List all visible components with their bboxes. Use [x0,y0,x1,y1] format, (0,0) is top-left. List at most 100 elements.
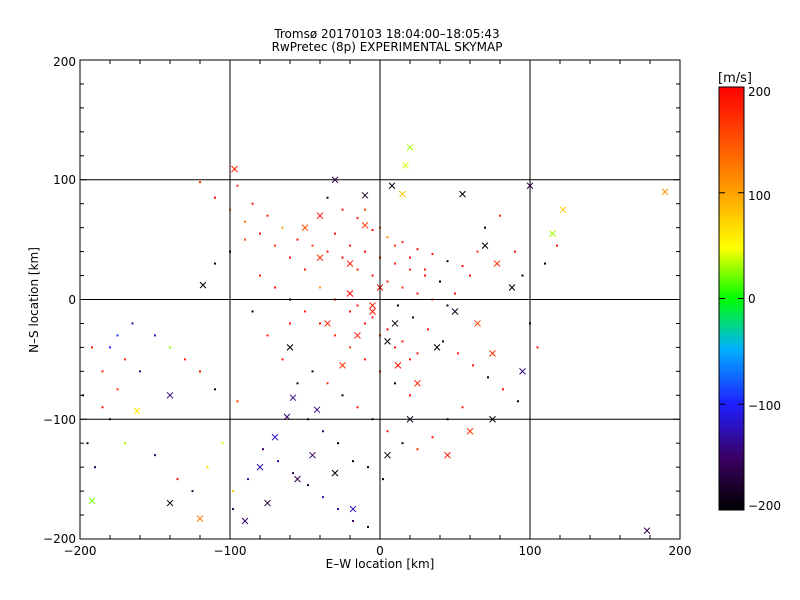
echo-marker-dot [517,400,519,403]
echo-marker-dot [109,346,111,349]
axis-ticks [79,59,681,540]
echo-marker-dot [431,252,434,255]
echo-marker-dot [191,490,194,493]
echo-marker-dot [322,430,324,433]
echo-marker-dot [232,508,234,511]
echo-marker-dot [251,202,254,205]
echo-marker-dot [337,442,339,445]
echo-marker-x [313,406,321,414]
echo-marker-dot [292,472,294,475]
echo-marker-x [391,320,399,327]
echo-marker-dot [334,232,336,235]
echo-marker-x [349,505,357,513]
echo-marker-x [241,517,249,525]
echo-marker-dot [326,382,329,385]
echo-marker-x [166,391,174,399]
echo-marker-dot [446,260,449,263]
echo-marker-x [264,499,271,507]
echo-marker-x [481,242,489,249]
echo-marker-dot [337,508,339,511]
echo-marker-dot [409,394,411,397]
echo-marker-dot [472,364,474,367]
echo-marker-dot [221,442,224,445]
echo-marker-dot [322,496,324,499]
echo-marker-x [394,362,402,369]
echo-marker-dot [409,256,411,259]
echo-marker-dot [124,442,126,445]
echo-marker-dot [91,346,93,349]
echo-marker-dot [154,334,156,337]
colorbar-unit-label: [m/s] [718,71,752,86]
echo-marker-dot [409,268,411,271]
echo-marker-dot [499,214,501,217]
echo-marker-x [271,433,279,441]
echo-marker-dot [536,346,539,349]
echo-marker-dot [236,400,239,403]
echo-marker-x [199,281,207,289]
echo-marker-dot [364,250,366,253]
x-tick-label: −100 [214,544,247,558]
echo-marker-dot [439,280,441,283]
echo-marker-dot [356,217,359,220]
echo-marker-dot [431,436,434,439]
echo-marker-dot [394,382,396,385]
echo-marker-x [354,332,361,339]
echo-marker-dot [101,406,104,409]
echo-marker-dot [394,346,396,349]
echo-marker-x [399,190,406,198]
y-tick-label: −100 [43,413,76,427]
title-line-2: RwPretec (8p) EXPERIMENTAL SKYMAP [272,40,503,54]
echo-marker-dot [311,244,314,247]
echo-marker-dot [502,388,504,391]
echo-marker-dot [386,280,389,283]
echo-marker-dot [311,370,314,373]
echo-marker-x [316,254,324,261]
echo-marker-dot [251,310,254,313]
colorbar-tick-label: −100 [748,399,781,413]
echo-marker-dot [416,292,419,295]
echo-marker-dot [409,358,411,361]
echo-marker-dot [556,244,558,247]
echo-marker-dot [457,352,459,355]
echo-marker-dot [487,376,489,379]
echo-marker-dot [394,262,396,265]
echo-marker-dot [416,448,419,451]
echo-marker-x [361,221,369,229]
y-axis-label: N–S location [km] [27,247,41,353]
echo-marker-dot [86,442,89,445]
echo-marker-x [166,499,174,507]
echo-marker-x [402,162,409,169]
echo-marker-x [316,212,324,220]
echo-marker-dot [364,322,366,325]
echo-marker-dot [259,274,261,277]
echo-marker-dot [461,406,464,409]
echo-marker-dot [326,196,329,199]
echo-marker-x [331,469,339,477]
echo-marker-dot [169,346,171,349]
echo-marker-x [451,308,459,315]
echo-marker-dot [371,229,374,232]
echo-marker-dot [382,478,384,481]
echo-marker-x [346,260,354,267]
echo-marker-x [466,427,474,435]
echo-marker-dot [521,274,524,277]
echo-marker-dot [401,442,404,445]
echo-marker-x [256,463,264,471]
echo-marker-dot [116,334,119,337]
echo-marker-dot [281,226,284,229]
echo-marker-dot [116,388,119,391]
echo-marker-dot [367,526,369,529]
echo-marker-dot [304,310,306,313]
echo-marker-dot [124,358,126,361]
echo-marker-x [414,379,421,387]
colorbar-ticks [719,86,744,511]
echo-marker-dot [356,268,359,271]
echo-marker-dot [352,460,354,463]
echo-marker-x [301,224,309,232]
echo-marker-dot [341,208,344,211]
echo-marker-x [369,308,376,315]
echo-marker-dot [461,264,464,267]
data-points [82,144,669,534]
x-axis-label: E–W location [km] [326,557,435,571]
echo-marker-dot [386,328,389,331]
